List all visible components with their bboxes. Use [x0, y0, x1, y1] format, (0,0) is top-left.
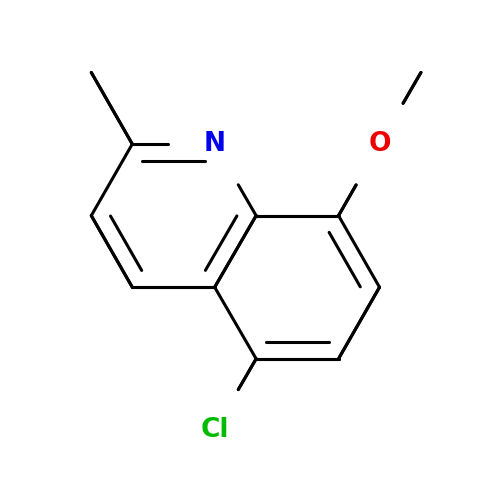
Text: O: O — [368, 131, 390, 157]
Text: N: N — [204, 131, 226, 157]
Text: Cl: Cl — [200, 418, 229, 444]
